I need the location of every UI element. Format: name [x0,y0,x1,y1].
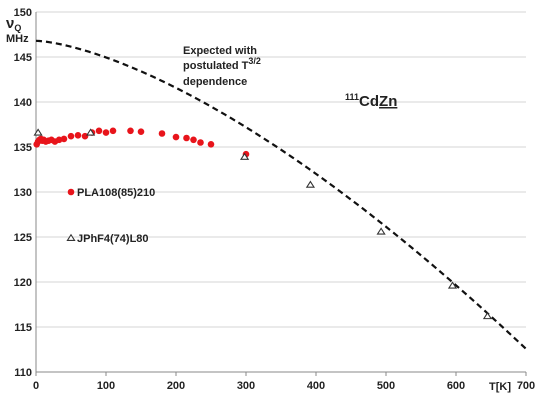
data-point-pla [183,134,190,142]
data-point-pla [95,127,103,135]
data-point-pla [137,128,145,135]
y-tick-label: 140 [14,97,32,109]
data-point-pla [197,139,204,146]
data-points-layer [33,127,493,320]
x-tick-label: 500 [377,380,395,392]
tick-labels: 110 115 120 125 130 135 140 145 150 0 100 200 300 400… [14,7,536,392]
data-point-jphf [376,227,386,235]
y-tick-label: 130 [14,187,32,199]
x-tick-label: 600 [447,380,465,392]
x-tick-label: 400 [307,380,325,392]
y-tick-label: 125 [14,232,32,244]
y-tick-label: 110 [14,367,32,379]
expected-annotation-line1: Expected with [183,45,257,57]
data-point-pla [207,141,215,148]
data-point-jphf [482,311,493,320]
gridlines [36,11,526,328]
x-tick-label: 300 [237,380,255,392]
legend-jphf-label: JPhF4(74)L80 [77,233,149,245]
data-point-pla [102,129,110,136]
data-point-pla [109,127,117,135]
data-point-pla [67,132,75,140]
legend-pla-label: PLA108(85)210 [77,187,155,199]
y-tick-label: 145 [14,52,32,64]
data-point-jphf [447,281,458,289]
legend-pla [67,188,75,196]
data-point-pla [158,130,166,137]
data-point-jphf [85,128,96,136]
y-tick-label: 120 [14,277,32,289]
legend-pla-marker [67,188,75,196]
legend-jphf [66,233,76,241]
y-axis-symbol: νQ [6,15,21,33]
data-point-jphf [33,128,43,136]
legend-jphf-marker [66,233,76,241]
data-point-pla [127,127,134,135]
x-axis-label: T[K] [489,381,511,393]
y-tick-label: 115 [14,322,32,334]
expected-curve-layer [35,39,527,350]
data-point-pla [81,132,89,140]
data-point-pla [55,136,63,144]
data-point-pla [60,135,68,143]
expected-t32-curve [35,39,527,350]
compound-label: 111CdZn [345,92,397,110]
data-point-jphf [239,152,250,160]
expected-annotation-line3: dependence [183,76,247,88]
data-point-pla [190,136,197,144]
x-tick-label: 0 [33,380,39,392]
expected-annotation-line2: postulated T3/2 [183,56,261,72]
x-tick-label: 700 [517,380,535,392]
y-tick-label: 135 [14,142,32,154]
axes [35,12,527,376]
x-tick-label: 200 [167,380,185,392]
data-point-pla [74,132,82,139]
x-tick-label: 100 [97,380,115,392]
data-point-pla [172,133,180,141]
y-axis-unit: MHz [6,33,29,45]
data-point-jphf [305,180,316,188]
y-tick-label: 150 [14,7,32,19]
